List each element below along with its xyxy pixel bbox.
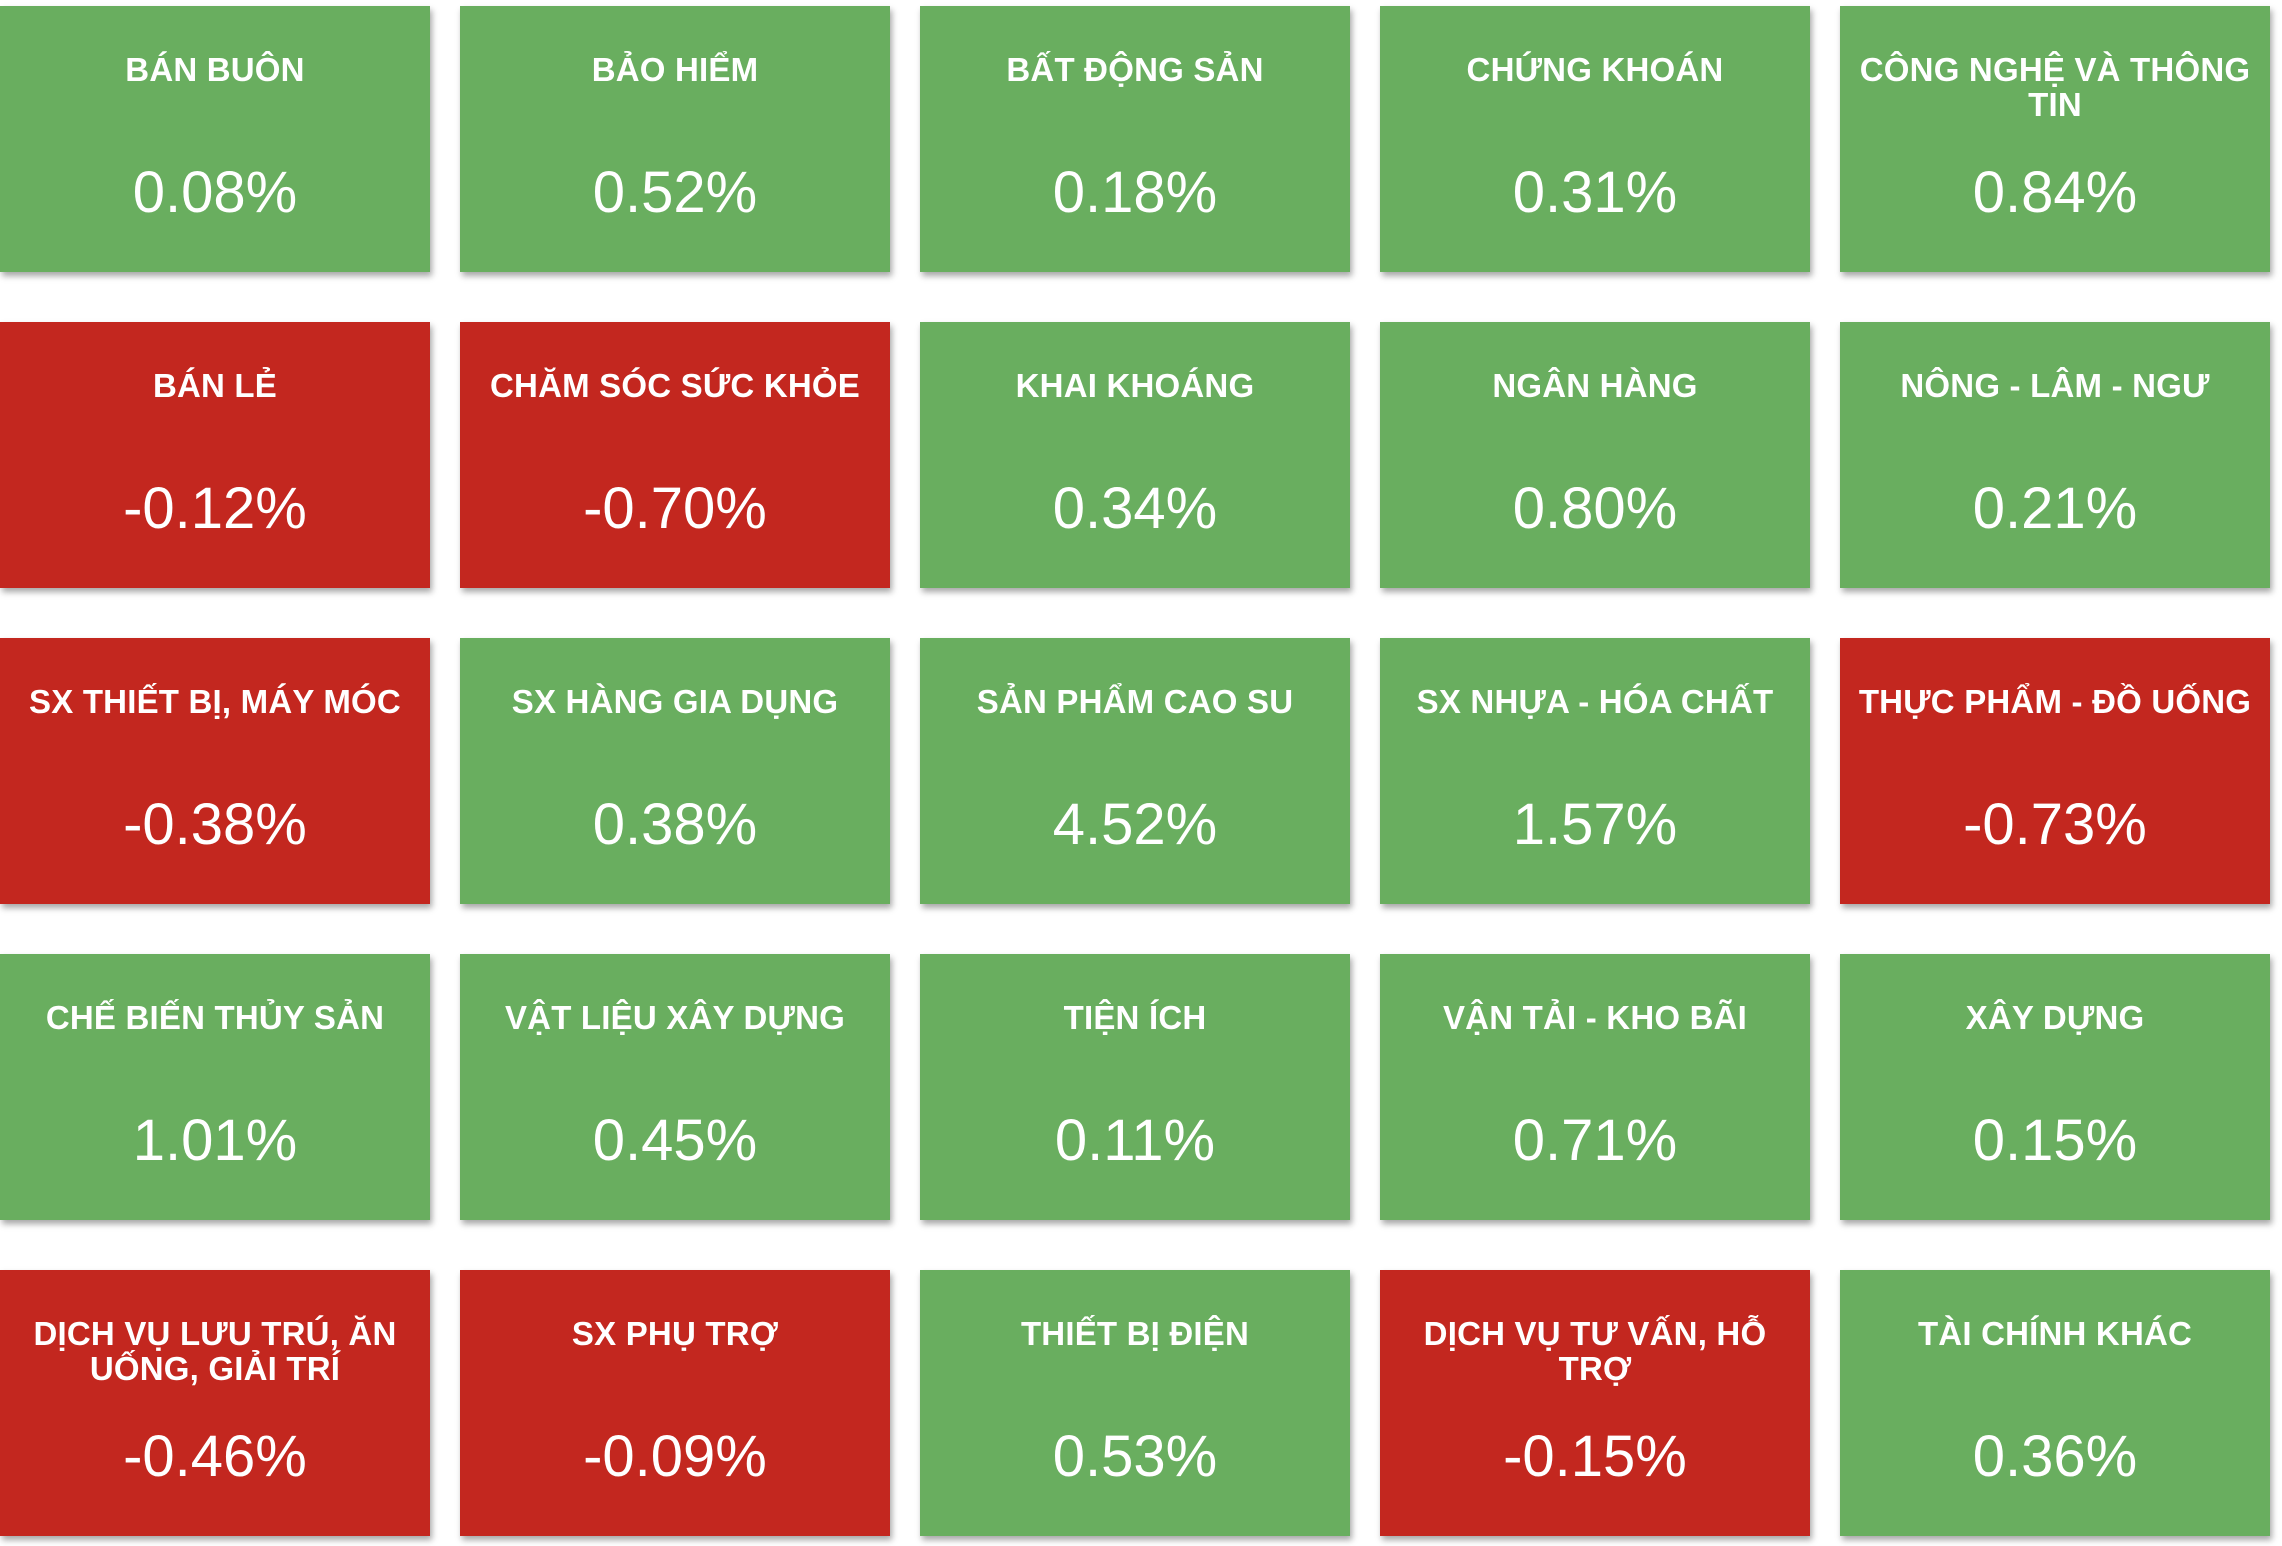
sector-name: THIẾT BỊ ĐIỆN xyxy=(1020,1315,1250,1352)
sector-tile-chung-khoan[interactable]: CHỨNG KHOÁN 0.31% xyxy=(1380,6,1810,272)
sector-name: DỊCH VỤ TƯ VẤN, HỖ TRỢ xyxy=(1423,1315,1767,1387)
sector-tile-thiet-bi-dien[interactable]: THIẾT BỊ ĐIỆN 0.53% xyxy=(920,1270,1350,1536)
sector-name: SX HÀNG GIA DỤNG xyxy=(511,683,839,720)
sector-change: 0.34% xyxy=(1052,476,1218,541)
sector-change: -0.73% xyxy=(1963,792,2147,857)
sector-change: 0.38% xyxy=(592,792,758,857)
sector-change: 0.45% xyxy=(592,1108,758,1173)
sector-change: 1.01% xyxy=(132,1108,298,1173)
sector-tile-ban-le[interactable]: BÁN LẺ -0.12% xyxy=(0,322,430,588)
sector-change: -0.38% xyxy=(123,792,307,857)
sector-tile-bao-hiem[interactable]: BẢO HIỂM 0.52% xyxy=(460,6,890,272)
sector-name: CÔNG NGHỆ VÀ THÔNG TIN xyxy=(1859,51,2251,123)
sector-name: TÀI CHÍNH KHÁC xyxy=(1917,1315,2193,1352)
sector-name: NÔNG - LÂM - NGƯ xyxy=(1900,367,2210,404)
sector-change: 1.57% xyxy=(1512,792,1678,857)
sector-heatmap-grid: BÁN BUÔN 0.08% BẢO HIỂM 0.52% BẤT ĐỘNG S… xyxy=(0,6,2282,1540)
sector-name: SX PHỤ TRỢ xyxy=(571,1315,779,1352)
sector-tile-sx-hang-gia-dung[interactable]: SX HÀNG GIA DỤNG 0.38% xyxy=(460,638,890,904)
sector-change: 0.31% xyxy=(1512,160,1678,225)
sector-tile-bat-dong-san[interactable]: BẤT ĐỘNG SẢN 0.18% xyxy=(920,6,1350,272)
sector-name: NGÂN HÀNG xyxy=(1492,367,1698,404)
sector-name: CHỨNG KHOÁN xyxy=(1466,51,1724,88)
sector-name: BẢO HIỂM xyxy=(591,51,759,88)
sector-tile-dich-vu-luu-tru-an-uong-giai-tri[interactable]: DỊCH VỤ LƯU TRÚ, ĂN UỐNG, GIẢI TRÍ -0.46… xyxy=(0,1270,430,1536)
sector-change: -0.46% xyxy=(123,1424,307,1489)
sector-tile-sx-phu-tro[interactable]: SX PHỤ TRỢ -0.09% xyxy=(460,1270,890,1536)
sector-name: CHẾ BIẾN THỦY SẢN xyxy=(45,999,385,1036)
sector-tile-tien-ich[interactable]: TIỆN ÍCH 0.11% xyxy=(920,954,1350,1220)
sector-name: XÂY DỰNG xyxy=(1965,999,2145,1036)
sector-name: BÁN LẺ xyxy=(152,367,278,404)
sector-tile-khai-khoang[interactable]: KHAI KHOÁNG 0.34% xyxy=(920,322,1350,588)
sector-change: 0.21% xyxy=(1972,476,2138,541)
sector-name: SX THIẾT BỊ, MÁY MÓC xyxy=(29,683,401,720)
sector-tile-cong-nghe-va-thong-tin[interactable]: CÔNG NGHỆ VÀ THÔNG TIN 0.84% xyxy=(1840,6,2270,272)
sector-change: 0.80% xyxy=(1512,476,1678,541)
sector-change: -0.70% xyxy=(583,476,767,541)
sector-tile-xay-dung[interactable]: XÂY DỰNG 0.15% xyxy=(1840,954,2270,1220)
sector-name: CHĂM SÓC SỨC KHỎE xyxy=(490,367,860,404)
sector-tile-tai-chinh-khac[interactable]: TÀI CHÍNH KHÁC 0.36% xyxy=(1840,1270,2270,1536)
sector-change: 4.52% xyxy=(1052,792,1218,857)
sector-name: SX NHỰA - HÓA CHẤT xyxy=(1416,683,1774,720)
sector-tile-che-bien-thuy-san[interactable]: CHẾ BIẾN THỦY SẢN 1.01% xyxy=(0,954,430,1220)
sector-tile-thuc-pham-do-uong[interactable]: THỰC PHẨM - ĐỒ UỐNG -0.73% xyxy=(1840,638,2270,904)
sector-name: BẤT ĐỘNG SẢN xyxy=(1006,51,1264,88)
sector-change: 0.15% xyxy=(1972,1108,2138,1173)
sector-name: BÁN BUÔN xyxy=(125,51,305,88)
sector-tile-san-pham-cao-su[interactable]: SẢN PHẨM CAO SU 4.52% xyxy=(920,638,1350,904)
sector-change: 0.52% xyxy=(592,160,758,225)
sector-tile-vat-lieu-xay-dung[interactable]: VẬT LIỆU XÂY DỰNG 0.45% xyxy=(460,954,890,1220)
sector-change: 0.11% xyxy=(1054,1108,1216,1173)
sector-tile-van-tai-kho-bai[interactable]: VẬN TẢI - KHO BÃI 0.71% xyxy=(1380,954,1810,1220)
sector-tile-dich-vu-tu-van-ho-tro[interactable]: DỊCH VỤ TƯ VẤN, HỖ TRỢ -0.15% xyxy=(1380,1270,1810,1536)
sector-tile-cham-soc-suc-khoe[interactable]: CHĂM SÓC SỨC KHỎE -0.70% xyxy=(460,322,890,588)
sector-change: 0.18% xyxy=(1052,160,1218,225)
sector-name: THỰC PHẨM - ĐỒ UỐNG xyxy=(1858,683,2252,720)
sector-change: 0.08% xyxy=(132,160,298,225)
sector-tile-ban-buon[interactable]: BÁN BUÔN 0.08% xyxy=(0,6,430,272)
sector-name: TIỆN ÍCH xyxy=(1063,999,1207,1036)
sector-name: SẢN PHẨM CAO SU xyxy=(976,683,1294,720)
sector-tile-sx-thiet-bi-may-moc[interactable]: SX THIẾT BỊ, MÁY MÓC -0.38% xyxy=(0,638,430,904)
sector-name: VẬN TẢI - KHO BÃI xyxy=(1442,999,1748,1036)
sector-change: -0.15% xyxy=(1503,1424,1687,1489)
sector-change: 0.84% xyxy=(1972,160,2138,225)
sector-change: -0.12% xyxy=(123,476,307,541)
sector-tile-ngan-hang[interactable]: NGÂN HÀNG 0.80% xyxy=(1380,322,1810,588)
sector-name: KHAI KHOÁNG xyxy=(1015,367,1255,404)
sector-tile-sx-nhua-hoa-chat[interactable]: SX NHỰA - HÓA CHẤT 1.57% xyxy=(1380,638,1810,904)
sector-tile-nong-lam-ngu[interactable]: NÔNG - LÂM - NGƯ 0.21% xyxy=(1840,322,2270,588)
sector-name: VẬT LIỆU XÂY DỰNG xyxy=(504,999,846,1036)
sector-change: 0.36% xyxy=(1972,1424,2138,1489)
sector-change: 0.53% xyxy=(1052,1424,1218,1489)
sector-change: 0.71% xyxy=(1512,1108,1678,1173)
sector-name: DỊCH VỤ LƯU TRÚ, ĂN UỐNG, GIẢI TRÍ xyxy=(33,1315,397,1387)
sector-change: -0.09% xyxy=(583,1424,767,1489)
